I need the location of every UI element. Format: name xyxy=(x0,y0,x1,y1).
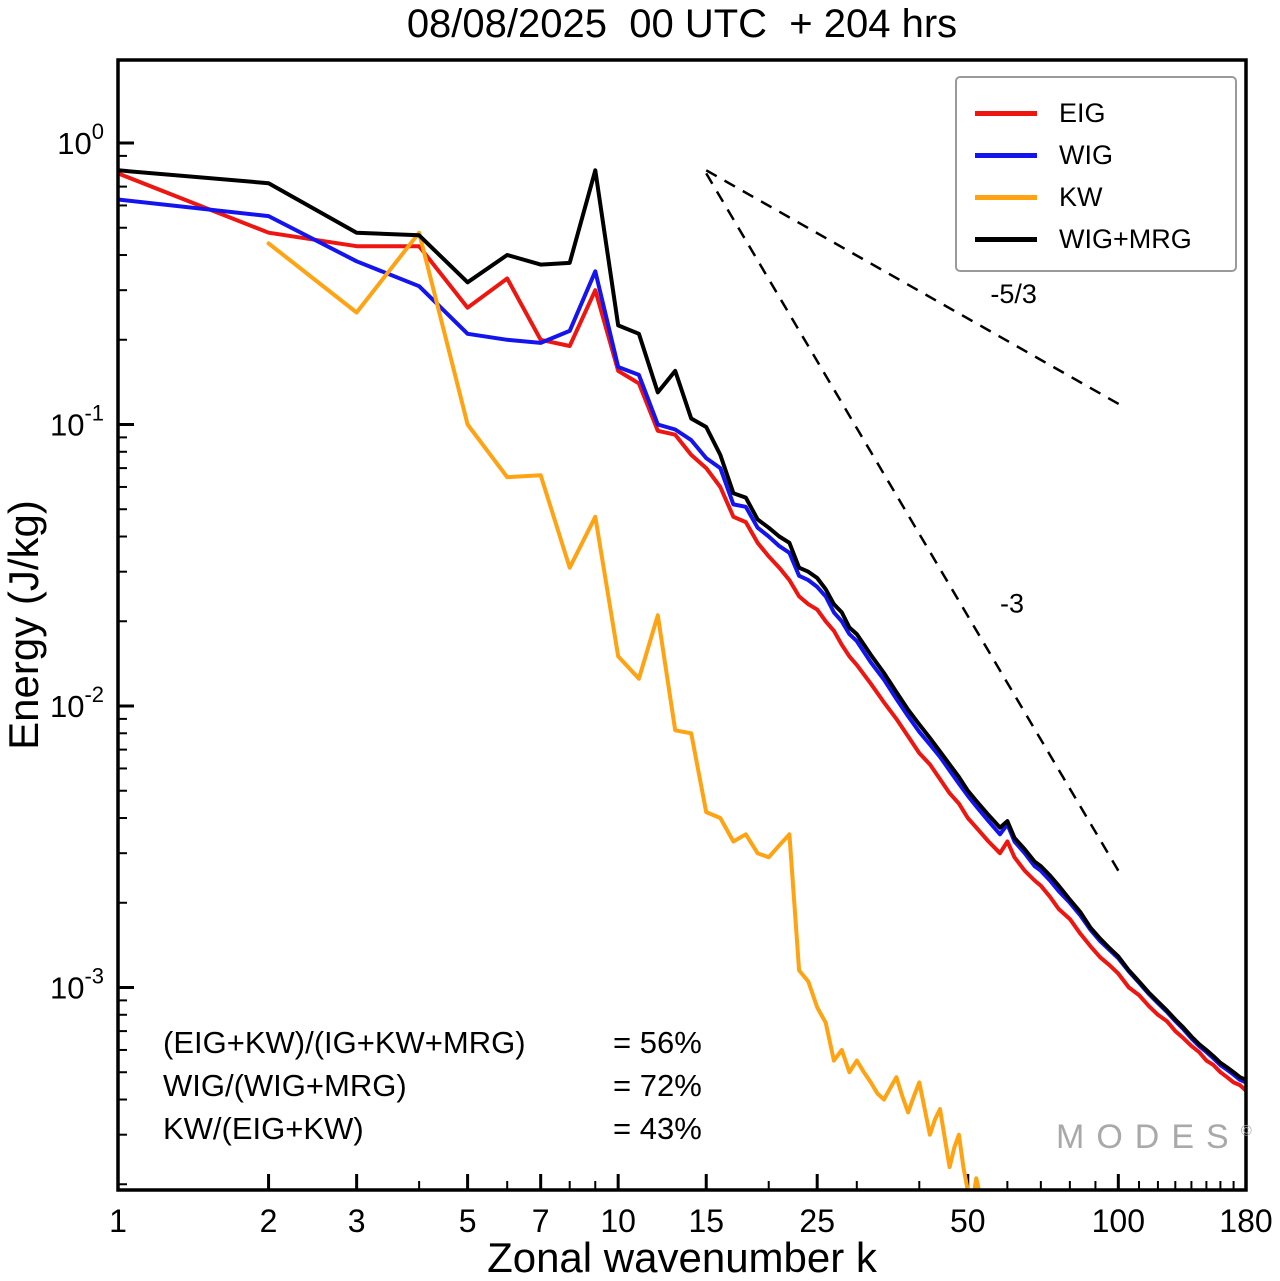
legend-line-kw-icon xyxy=(975,194,1037,200)
svg-text:10-1: 10-1 xyxy=(50,401,104,443)
chart-title: 08/08/2025 00 UTC + 204 hrs xyxy=(406,2,958,46)
modes-watermark: MODES© xyxy=(1056,1118,1252,1157)
legend-item-wigmrg: WIG+MRG xyxy=(957,218,1235,260)
svg-text:10-2: 10-2 xyxy=(50,682,104,724)
svg-text:180: 180 xyxy=(1219,1203,1272,1239)
svg-text:3: 3 xyxy=(348,1203,366,1239)
legend-item-kw: KW xyxy=(957,176,1235,218)
stats-row-1: (EIG+KW)/(IG+KW+MRG) = 56% xyxy=(163,1022,702,1065)
stats-expr-2: WIG/(WIG+MRG) xyxy=(163,1067,407,1103)
svg-text:1: 1 xyxy=(109,1203,127,1239)
x-axis-label: Zonal wavenumber k xyxy=(487,1234,878,1281)
svg-text:2: 2 xyxy=(260,1203,278,1239)
modes-watermark-text: MODES xyxy=(1056,1118,1241,1156)
legend-label-wig: WIG xyxy=(1059,139,1113,170)
ratio-stats: (EIG+KW)/(IG+KW+MRG) = 56% WIG/(WIG+MRG)… xyxy=(163,1022,702,1150)
svg-text:-3: -3 xyxy=(1000,588,1024,618)
y-axis-label: Energy (J/kg) xyxy=(0,500,47,750)
stats-value-3: = 43% xyxy=(613,1110,702,1146)
svg-text:10-3: 10-3 xyxy=(50,964,104,1006)
svg-text:50: 50 xyxy=(950,1203,986,1239)
svg-text:-5/3: -5/3 xyxy=(990,279,1037,309)
svg-text:5: 5 xyxy=(459,1203,477,1239)
stats-value-2: = 72% xyxy=(613,1067,702,1103)
legend-label-eig: EIG xyxy=(1059,97,1106,128)
legend-label-kw: KW xyxy=(1059,181,1103,212)
legend-line-wigmrg-icon xyxy=(975,236,1037,242)
stats-value-1: = 56% xyxy=(613,1025,702,1060)
svg-text:7: 7 xyxy=(532,1203,550,1239)
stats-row-2: WIG/(WIG+MRG) = 72% xyxy=(163,1065,702,1108)
svg-text:15: 15 xyxy=(688,1203,724,1239)
legend-box: EIG WIG KW WIG+MRG xyxy=(955,76,1237,272)
svg-text:25: 25 xyxy=(799,1203,835,1239)
legend-item-eig: EIG xyxy=(957,92,1235,134)
legend-label-wigmrg: WIG+MRG xyxy=(1059,223,1192,254)
svg-text:100: 100 xyxy=(1092,1203,1145,1239)
legend-line-eig-icon xyxy=(975,110,1037,116)
stats-expr-1: (EIG+KW)/(IG+KW+MRG) xyxy=(163,1025,526,1060)
stats-expr-3: KW/(EIG+KW) xyxy=(163,1110,364,1146)
svg-text:10: 10 xyxy=(600,1203,636,1239)
stats-row-3: KW/(EIG+KW) = 43% xyxy=(163,1108,702,1151)
svg-text:100: 100 xyxy=(57,119,104,161)
legend-line-wig-icon xyxy=(975,152,1037,158)
legend-item-wig: WIG xyxy=(957,134,1235,176)
copyright-icon: © xyxy=(1240,1122,1252,1140)
